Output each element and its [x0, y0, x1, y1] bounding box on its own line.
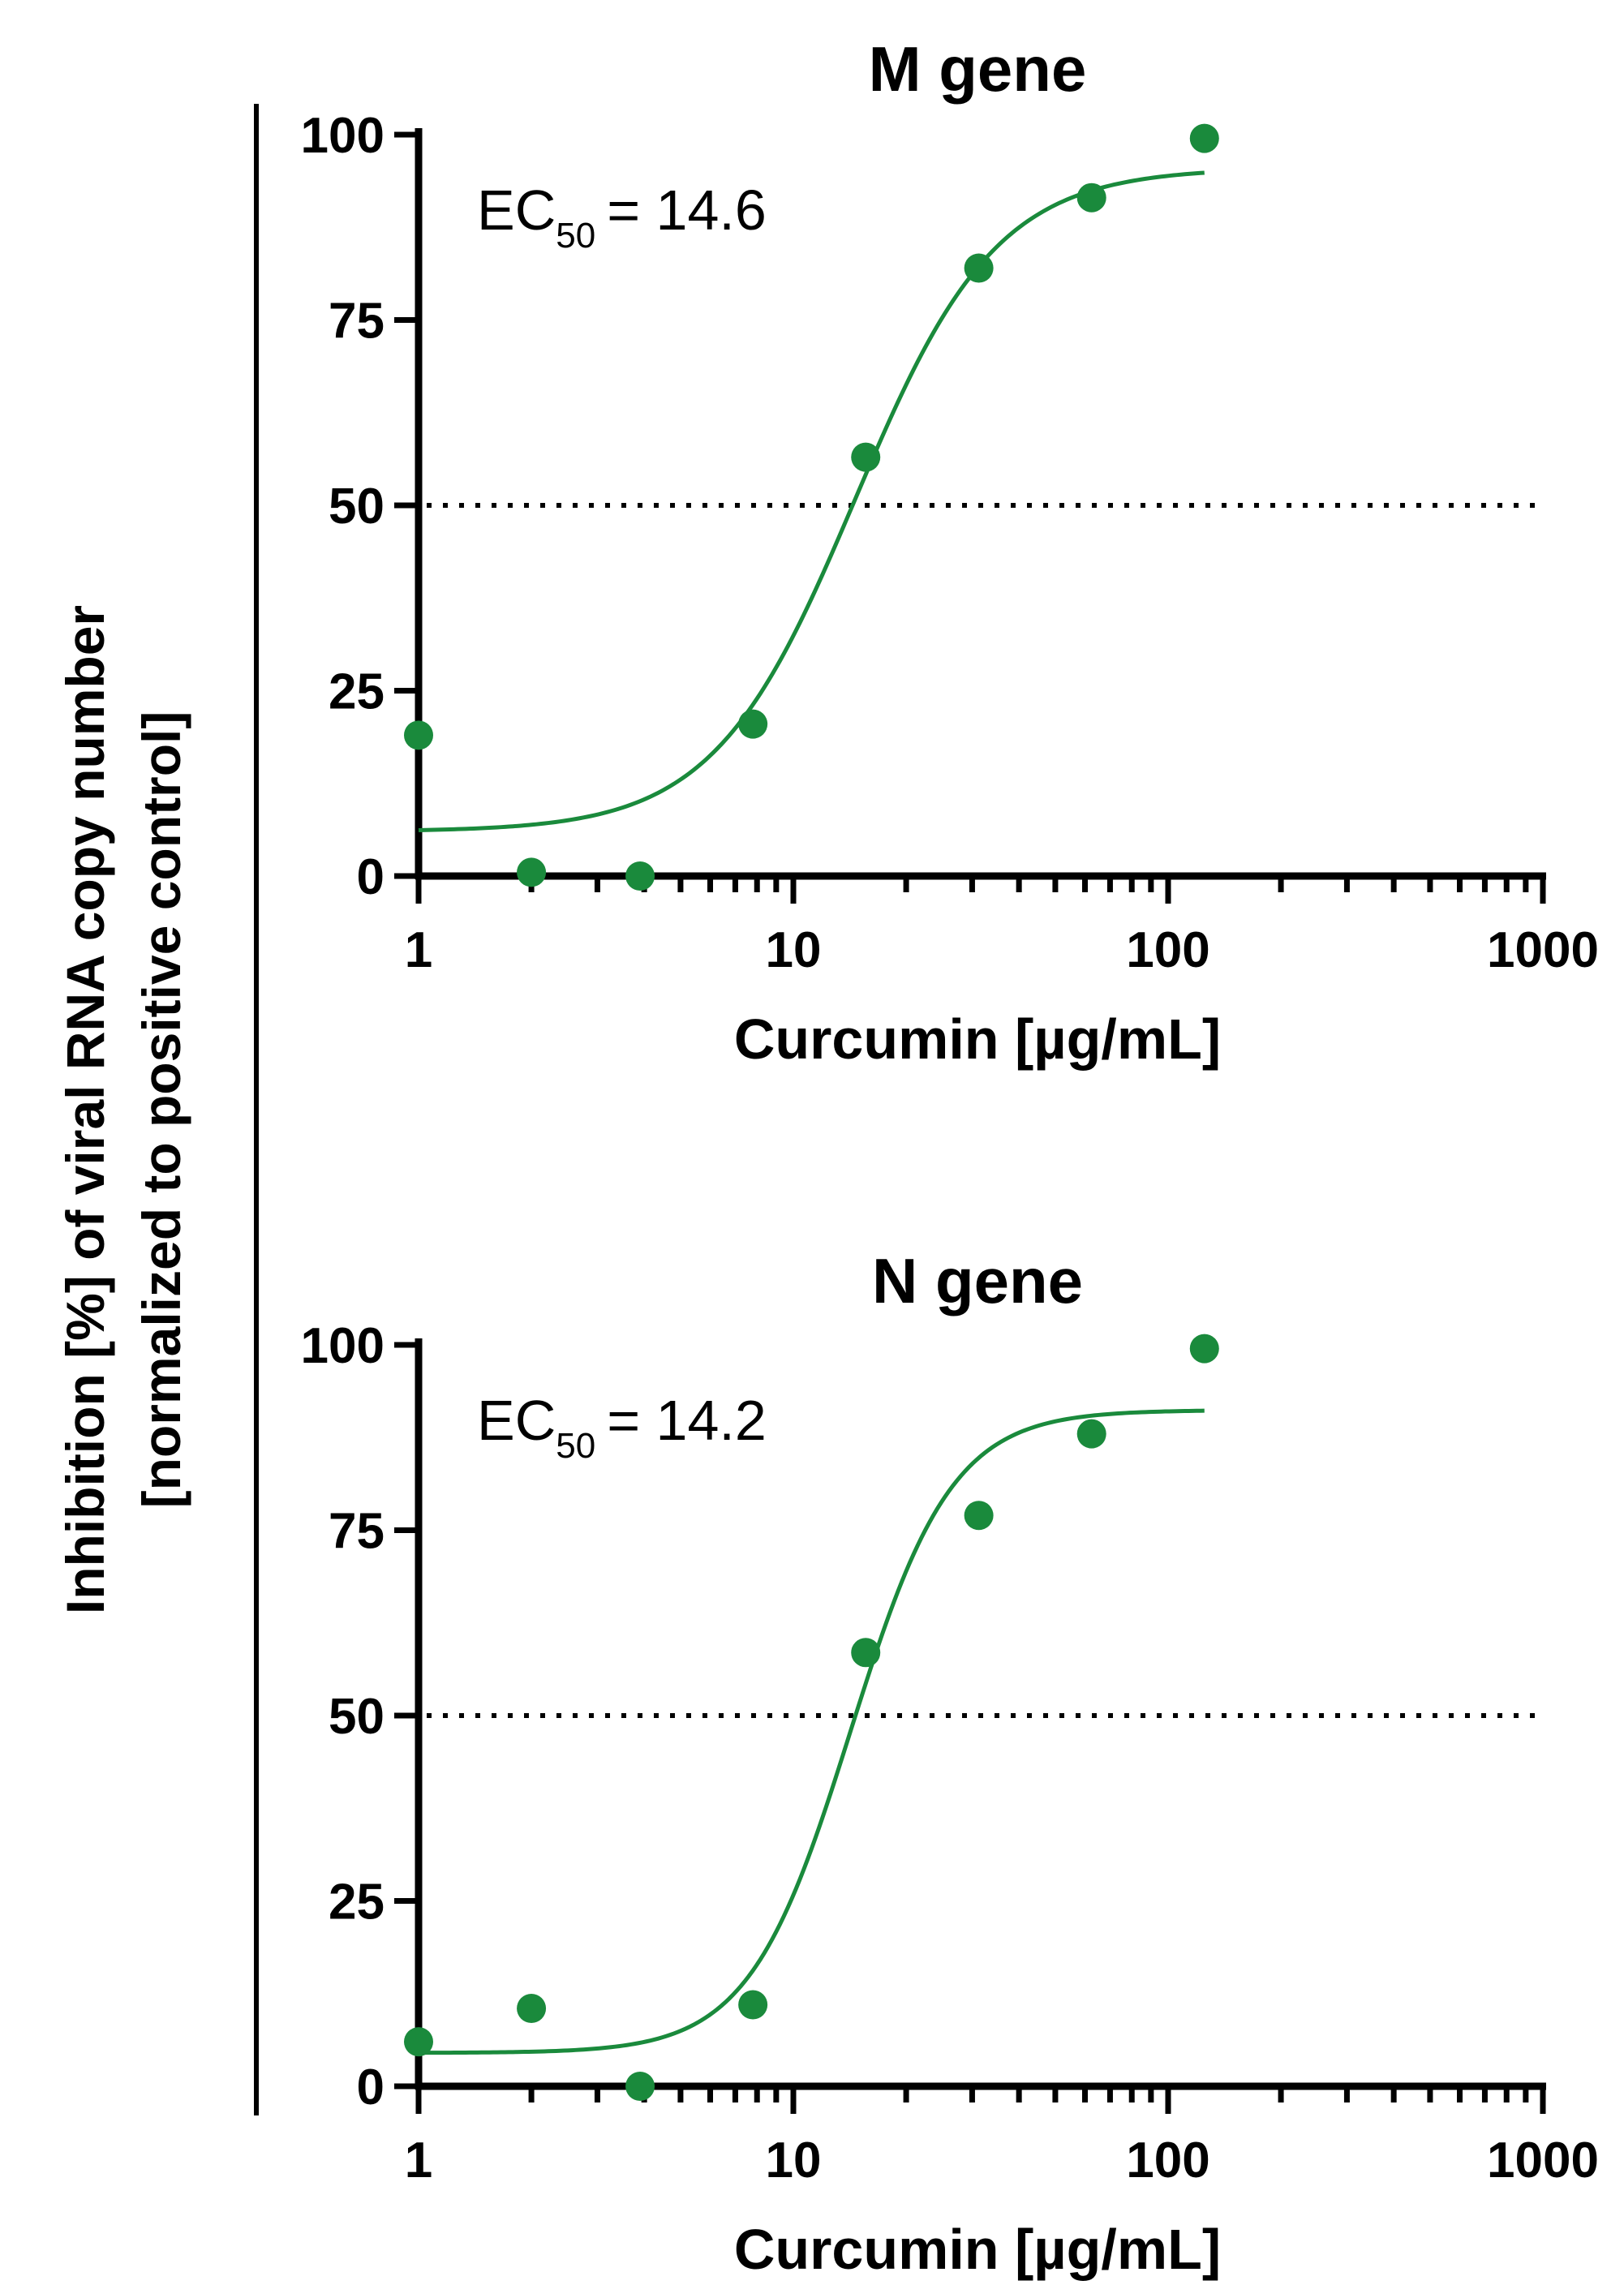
data-points	[404, 1334, 1219, 2101]
axes: 0 25 50 75 100 1 10 100 1000	[301, 108, 1599, 978]
x-axis-label: Curcumin [µg/mL]	[734, 2218, 1221, 2281]
data-point	[625, 861, 655, 891]
data-point	[964, 1501, 994, 1531]
ec50-label: EC	[477, 178, 556, 242]
data-point	[404, 2027, 433, 2057]
ec50-subscript: 50	[556, 216, 595, 256]
ec50-annotation: EC50 = 14.2	[477, 1389, 767, 1466]
y-tick-label: 0	[357, 2060, 385, 2115]
data-point	[1189, 1334, 1219, 1364]
x-tick-label: 1000	[1487, 922, 1599, 978]
y-tick-label: 0	[357, 849, 385, 905]
chart-title: M gene	[869, 33, 1087, 105]
fit-curve	[418, 170, 1205, 832]
chart-title: N gene	[872, 1245, 1083, 1316]
data-point	[851, 1638, 881, 1668]
y-tick-label: 50	[329, 1689, 385, 1745]
x-tick-label: 10	[766, 2133, 822, 2188]
y-tick-label: 75	[329, 294, 385, 350]
data-point	[517, 857, 547, 887]
data-point	[738, 1990, 768, 2020]
axes: 0 25 50 75 100 1 10 100 1000	[301, 1318, 1599, 2188]
x-tick-label: 100	[1126, 2133, 1209, 2188]
ec50-value: = 14.2	[607, 1389, 767, 1452]
x-axis-label: Curcumin [µg/mL]	[734, 1007, 1221, 1071]
x-tick-label: 10	[766, 922, 822, 978]
x-tick-label: 1	[405, 2133, 432, 2188]
y-tick-label: 100	[301, 1318, 385, 1374]
y-axis-label-line2: [normalized to positive control]	[131, 711, 191, 1509]
data-points	[404, 123, 1219, 891]
y-tick-label: 100	[301, 108, 385, 164]
data-point	[625, 2072, 655, 2101]
data-point	[851, 442, 881, 472]
data-point	[964, 253, 994, 283]
ec50-label: EC	[477, 1389, 556, 1452]
fit-curve	[418, 1408, 1205, 2055]
y-tick-label: 75	[329, 1504, 385, 1560]
data-point	[1189, 123, 1219, 153]
y-tick-label: 50	[329, 479, 385, 535]
y-axis-label-line1: Inhibition [%] of viral RNA copy number	[55, 605, 115, 1614]
ec50-value: = 14.6	[607, 178, 767, 242]
x-tick-label: 100	[1126, 922, 1209, 978]
data-point	[1076, 1419, 1106, 1449]
chart-panel-n-gene: N gene EC50 = 14.2 Curcumin [µg/mL] 02550…	[301, 1245, 1599, 2281]
x-tick-label: 1000	[1487, 2133, 1599, 2188]
data-point	[738, 709, 768, 739]
x-tick-label: 1	[405, 922, 432, 978]
ec50-annotation: EC50 = 14.6	[477, 178, 767, 256]
y-tick-label: 25	[329, 664, 385, 720]
data-point	[404, 720, 433, 750]
chart-panel-m-gene: M gene EC50 = 14.6 Curcumin [µg/mL] 02550…	[301, 33, 1599, 1071]
data-point	[517, 1994, 547, 2024]
data-point	[1076, 183, 1106, 213]
ec50-subscript: 50	[556, 1426, 595, 1466]
y-tick-label: 25	[329, 1875, 385, 1931]
